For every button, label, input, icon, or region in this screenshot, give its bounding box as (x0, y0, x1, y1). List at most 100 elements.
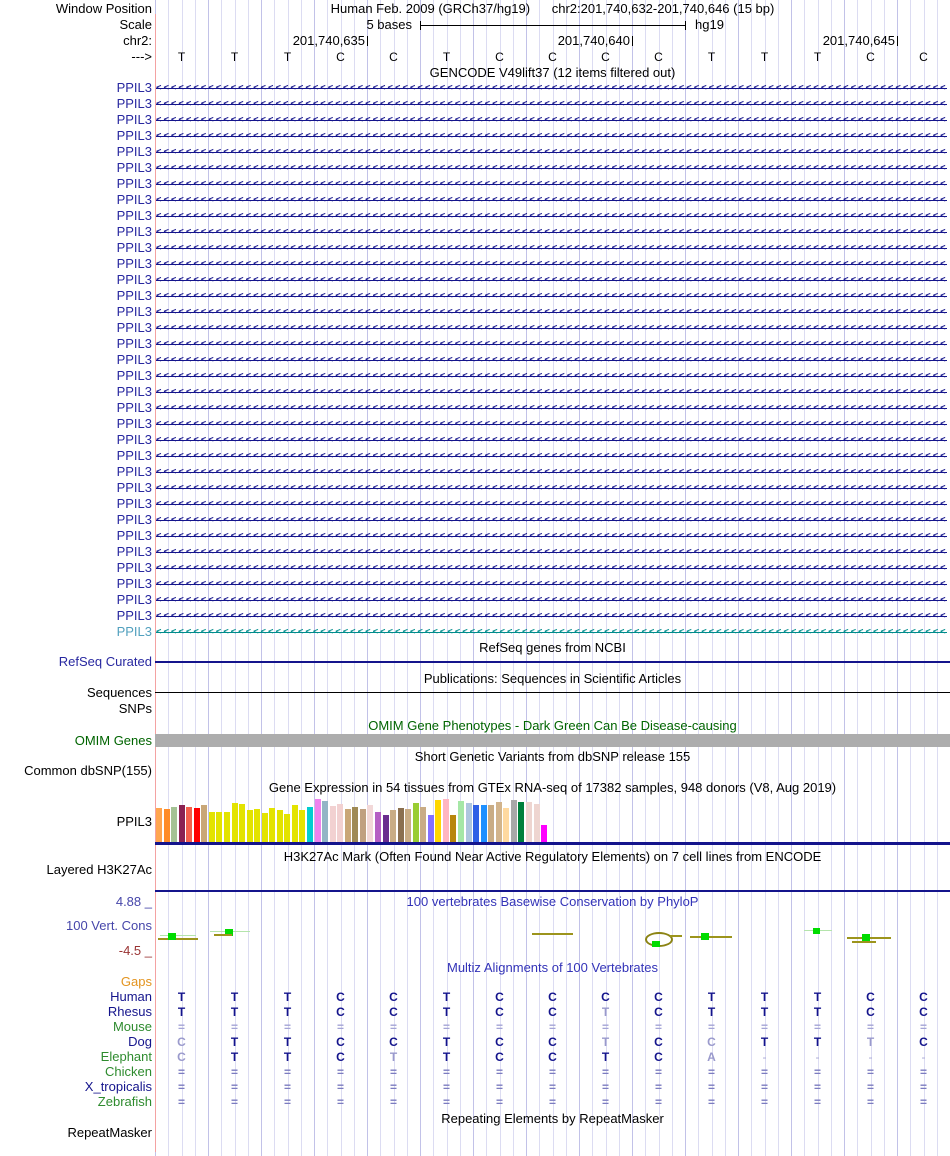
transcript-strand-row[interactable]: <<<<<<<<<<<<<<<<<<<<<<<<<<<<<<<<<<<<<<<<… (156, 451, 947, 462)
transcript-strand-row[interactable]: <<<<<<<<<<<<<<<<<<<<<<<<<<<<<<<<<<<<<<<<… (156, 515, 947, 526)
gtex-tissue-bar[interactable] (262, 813, 268, 845)
transcript-label[interactable]: PPIL3 (116, 496, 152, 511)
transcript-strand-row[interactable]: <<<<<<<<<<<<<<<<<<<<<<<<<<<<<<<<<<<<<<<<… (156, 627, 947, 638)
transcript-label[interactable]: PPIL3 (116, 400, 152, 415)
transcript-label[interactable]: PPIL3 (116, 272, 152, 287)
transcript-label[interactable]: PPIL3 (116, 304, 152, 319)
species-label[interactable]: Chicken (105, 1064, 152, 1079)
transcript-label[interactable]: PPIL3 (116, 288, 152, 303)
species-label[interactable]: Elephant (100, 1049, 152, 1064)
transcript-strand-row[interactable]: <<<<<<<<<<<<<<<<<<<<<<<<<<<<<<<<<<<<<<<<… (156, 403, 947, 414)
gtex-tissue-bar[interactable] (239, 804, 245, 845)
species-label[interactable]: X_tropicalis (84, 1079, 152, 1094)
species-label[interactable]: Gaps (120, 974, 152, 989)
gtex-tissue-bar[interactable] (254, 809, 260, 845)
gtex-tissue-bar[interactable] (224, 812, 230, 845)
gtex-tissue-bar[interactable] (247, 810, 253, 845)
gtex-tissue-bar[interactable] (209, 812, 215, 845)
transcript-label[interactable]: PPIL3 (116, 208, 152, 223)
publications-item-line[interactable] (155, 692, 950, 693)
transcript-label[interactable]: PPIL3 (116, 384, 152, 399)
gtex-tissue-bar[interactable] (345, 809, 351, 845)
gtex-tissue-bar[interactable] (194, 808, 200, 845)
gtex-tissue-bar[interactable] (466, 803, 472, 845)
gtex-tissue-bar[interactable] (284, 814, 290, 845)
species-label[interactable]: Dog (128, 1034, 152, 1049)
transcript-strand-row[interactable]: <<<<<<<<<<<<<<<<<<<<<<<<<<<<<<<<<<<<<<<<… (156, 579, 947, 590)
gtex-tissue-bar[interactable] (526, 802, 532, 845)
gtex-tissue-bar[interactable] (458, 801, 464, 845)
transcript-strand-row[interactable]: <<<<<<<<<<<<<<<<<<<<<<<<<<<<<<<<<<<<<<<<… (156, 419, 947, 430)
gtex-tissue-bar[interactable] (541, 825, 547, 845)
transcript-label[interactable]: PPIL3 (116, 528, 152, 543)
transcript-label[interactable]: PPIL3 (116, 192, 152, 207)
gtex-tissue-bar[interactable] (496, 802, 502, 845)
gtex-tissue-bar[interactable] (292, 805, 298, 845)
refseq-curated-label[interactable]: RefSeq Curated (58, 654, 152, 669)
transcript-strand-row[interactable]: <<<<<<<<<<<<<<<<<<<<<<<<<<<<<<<<<<<<<<<<… (156, 371, 947, 382)
transcript-label[interactable]: PPIL3 (116, 176, 152, 191)
gtex-tissue-bar[interactable] (186, 807, 192, 845)
transcript-strand-row[interactable]: <<<<<<<<<<<<<<<<<<<<<<<<<<<<<<<<<<<<<<<<… (156, 195, 947, 206)
transcript-strand-row[interactable]: <<<<<<<<<<<<<<<<<<<<<<<<<<<<<<<<<<<<<<<<… (156, 435, 947, 446)
transcript-strand-row[interactable]: <<<<<<<<<<<<<<<<<<<<<<<<<<<<<<<<<<<<<<<<… (156, 179, 947, 190)
gtex-tissue-bar[interactable] (367, 805, 373, 845)
transcript-strand-row[interactable]: <<<<<<<<<<<<<<<<<<<<<<<<<<<<<<<<<<<<<<<<… (156, 291, 947, 302)
gtex-tissue-bar[interactable] (503, 808, 509, 845)
gtex-tissue-bar[interactable] (420, 807, 426, 845)
common-dbsnp-label[interactable]: Common dbSNP(155) (24, 763, 152, 778)
transcript-label[interactable]: PPIL3 (116, 96, 152, 111)
gtex-tissue-bar[interactable] (307, 807, 313, 845)
layered-h3k27ac-label[interactable]: Layered H3K27Ac (46, 862, 152, 877)
transcript-label[interactable]: PPIL3 (116, 128, 152, 143)
transcript-strand-row[interactable]: <<<<<<<<<<<<<<<<<<<<<<<<<<<<<<<<<<<<<<<<… (156, 547, 947, 558)
transcript-label[interactable]: PPIL3 (116, 368, 152, 383)
repeatmasker-label[interactable]: RepeatMasker (67, 1125, 152, 1140)
transcript-strand-row[interactable]: <<<<<<<<<<<<<<<<<<<<<<<<<<<<<<<<<<<<<<<<… (156, 499, 947, 510)
transcript-label[interactable]: PPIL3 (116, 464, 152, 479)
gtex-tissue-bar[interactable] (413, 803, 419, 845)
transcript-strand-row[interactable]: <<<<<<<<<<<<<<<<<<<<<<<<<<<<<<<<<<<<<<<<… (156, 259, 947, 270)
gtex-tissue-bar[interactable] (171, 807, 177, 845)
transcript-strand-row[interactable]: <<<<<<<<<<<<<<<<<<<<<<<<<<<<<<<<<<<<<<<<… (156, 243, 947, 254)
transcript-label[interactable]: PPIL3 (116, 240, 152, 255)
transcript-label[interactable]: PPIL3 (116, 480, 152, 495)
gtex-tissue-bar[interactable] (330, 806, 336, 845)
gtex-tissue-bar[interactable] (473, 805, 479, 845)
species-label[interactable]: Zebrafish (97, 1094, 152, 1109)
gtex-tissue-bar[interactable] (360, 809, 366, 845)
transcript-label[interactable]: PPIL3 (116, 544, 152, 559)
species-label[interactable]: Human (110, 989, 152, 1004)
gtex-tissue-bar[interactable] (398, 808, 404, 845)
gtex-tissue-bar[interactable] (518, 802, 524, 845)
gtex-tissue-bar[interactable] (269, 808, 275, 845)
transcript-label[interactable]: PPIL3 (116, 624, 152, 639)
transcript-strand-row[interactable]: <<<<<<<<<<<<<<<<<<<<<<<<<<<<<<<<<<<<<<<<… (156, 323, 947, 334)
transcript-strand-row[interactable]: <<<<<<<<<<<<<<<<<<<<<<<<<<<<<<<<<<<<<<<<… (156, 163, 947, 174)
gtex-tissue-bar[interactable] (179, 805, 185, 845)
transcript-strand-row[interactable]: <<<<<<<<<<<<<<<<<<<<<<<<<<<<<<<<<<<<<<<<… (156, 227, 947, 238)
sequences-label[interactable]: Sequences (86, 685, 152, 700)
transcript-label[interactable]: PPIL3 (116, 512, 152, 527)
transcript-label[interactable]: PPIL3 (116, 560, 152, 575)
transcript-label[interactable]: PPIL3 (116, 416, 152, 431)
transcript-strand-row[interactable]: <<<<<<<<<<<<<<<<<<<<<<<<<<<<<<<<<<<<<<<<… (156, 307, 947, 318)
gtex-tissue-bar[interactable] (337, 804, 343, 845)
transcript-label[interactable]: PPIL3 (116, 336, 152, 351)
transcript-label[interactable]: PPIL3 (116, 432, 152, 447)
gtex-tissue-bar[interactable] (435, 800, 441, 845)
gtex-tissue-bar[interactable] (511, 800, 517, 845)
omim-gene-bar[interactable] (155, 734, 950, 747)
gtex-tissue-bar[interactable] (443, 799, 449, 845)
gtex-tissue-bar[interactable] (488, 805, 494, 845)
gtex-tissue-bar[interactable] (428, 815, 434, 845)
transcript-label[interactable]: PPIL3 (116, 576, 152, 591)
transcript-strand-row[interactable]: <<<<<<<<<<<<<<<<<<<<<<<<<<<<<<<<<<<<<<<<… (156, 147, 947, 158)
refseq-gene-line[interactable] (155, 661, 950, 663)
gtex-tissue-bar[interactable] (375, 812, 381, 845)
species-label[interactable]: Rhesus (107, 1004, 152, 1019)
transcript-strand-row[interactable]: <<<<<<<<<<<<<<<<<<<<<<<<<<<<<<<<<<<<<<<<… (156, 483, 947, 494)
gtex-tissue-bar[interactable] (534, 804, 540, 845)
transcript-label[interactable]: PPIL3 (116, 144, 152, 159)
transcript-strand-row[interactable]: <<<<<<<<<<<<<<<<<<<<<<<<<<<<<<<<<<<<<<<<… (156, 595, 947, 606)
